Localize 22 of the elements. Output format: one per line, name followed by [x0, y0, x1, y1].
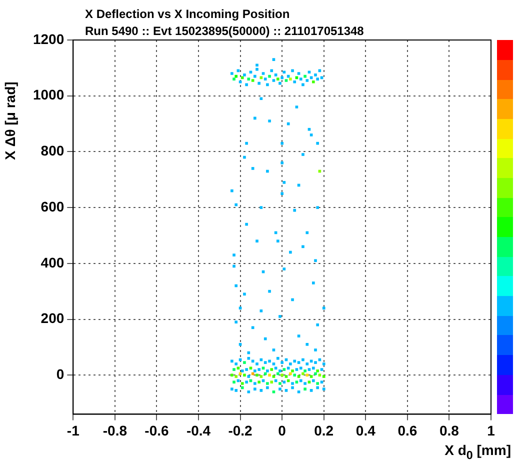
x-tick-label: -0.6 [144, 422, 169, 438]
x-tick-label: 0.8 [439, 422, 460, 438]
y-tick-label: 200 [40, 310, 64, 326]
y-axis-title: X Δθ [μ rad] [2, 80, 19, 160]
x-tick-label: -0.2 [228, 422, 253, 438]
x-tick-label: 1 [487, 422, 496, 438]
y-tick-label: 1000 [32, 86, 64, 103]
x-tick-label: 0 [278, 422, 286, 438]
y-tick-label: 800 [40, 142, 64, 159]
y-tick-label: 600 [40, 198, 64, 214]
y-tick-label: 1200 [32, 30, 64, 47]
x-tick-label: -0.8 [102, 422, 128, 438]
x-tick-label: 0.2 [314, 422, 334, 438]
chart-title: X Deflection vs X Incoming Position [85, 6, 291, 23]
x-axis-title: X d$_{0}$ [mm] [444, 442, 511, 462]
y-tick-label: 0 [56, 366, 64, 382]
x-tick-label: 0.6 [398, 422, 418, 438]
x-tick-label: -0.4 [186, 422, 211, 438]
chart-subtitle: Run 5490 :: Evt 15023895(50000) :: 211017051348 [85, 23, 364, 40]
x-tick-label: -1 [66, 422, 80, 438]
x-tick-label: 0.4 [356, 422, 376, 438]
y-tick-label: 400 [40, 254, 64, 270]
